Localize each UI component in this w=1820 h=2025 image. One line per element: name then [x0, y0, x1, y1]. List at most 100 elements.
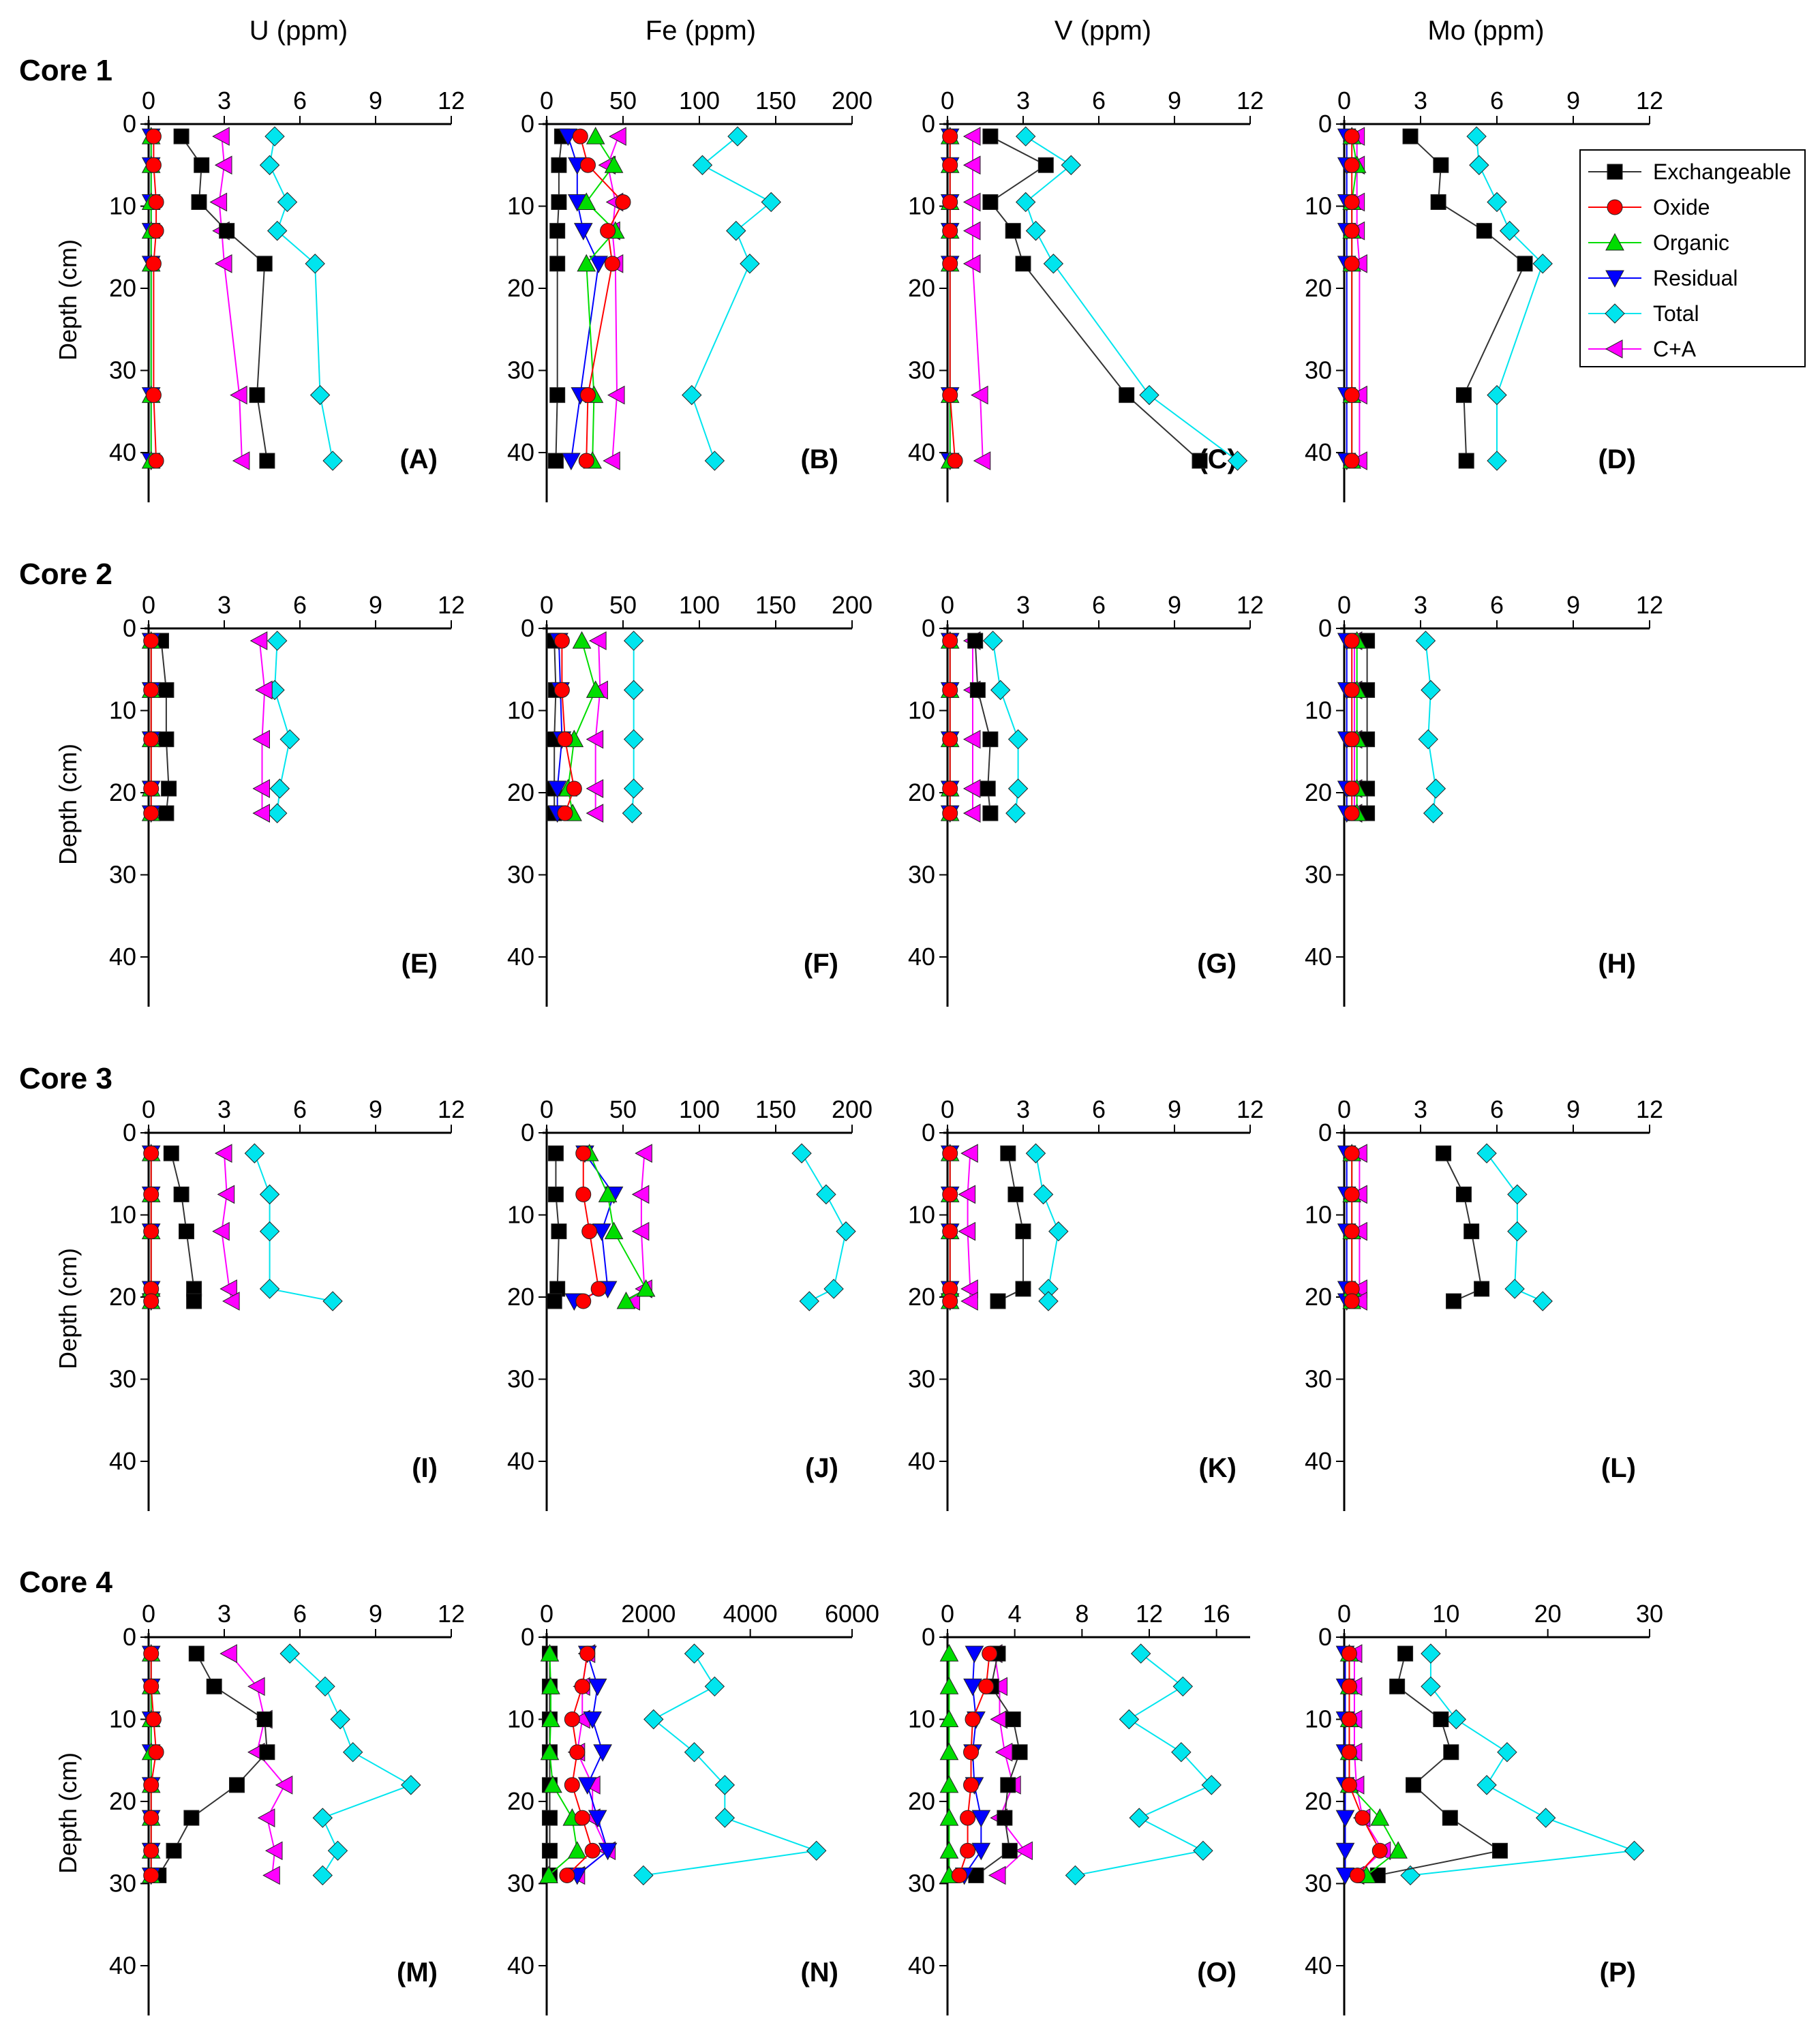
data-point-total	[791, 1143, 812, 1163]
panel-l: 0 3 6 9 12 0 10 20 30 40 (L)	[1305, 1095, 1663, 1511]
y-tick-label: 30	[109, 356, 136, 384]
data-point-total	[309, 384, 331, 406]
x-tick-label: 50	[609, 591, 637, 619]
data-point-total	[633, 1865, 654, 1886]
data-point-total	[704, 451, 725, 471]
data-point-oxide	[1344, 453, 1360, 469]
data-point-oxide	[578, 453, 594, 469]
data-point-total	[622, 803, 643, 823]
data-point-exchangeable	[173, 1186, 189, 1202]
data-point-total	[727, 126, 748, 147]
data-point-total	[623, 729, 644, 750]
x-tick-label: 9	[369, 591, 382, 619]
data-point-oxide	[143, 1867, 160, 1883]
series-organic	[539, 1644, 587, 1883]
data-point-total	[1007, 729, 1029, 750]
data-point-total	[1227, 451, 1248, 471]
series-line-oxide	[949, 136, 956, 461]
data-point-total	[1415, 630, 1436, 651]
series-exchangeable	[546, 1145, 567, 1309]
data-point-organic	[541, 1677, 560, 1694]
data-point-exchangeable	[547, 1145, 564, 1161]
x-tick-label: 9	[1566, 591, 1580, 619]
core-label-1: Core 1	[19, 54, 112, 87]
series-line-ca	[218, 136, 243, 461]
x-tick-label: 6	[1092, 87, 1106, 115]
legend-box	[1579, 149, 1806, 367]
y-tick-label: 40	[908, 438, 935, 466]
data-point-ca	[960, 1292, 978, 1311]
data-point-oxide	[942, 780, 958, 797]
y-tick-label: 20	[109, 1787, 136, 1815]
panel-label: (F)	[804, 949, 838, 979]
y-tick-label: 20	[1305, 274, 1332, 302]
data-point-oxide	[145, 128, 162, 144]
data-point-residual	[588, 1678, 607, 1696]
panel-label: (K)	[1198, 1453, 1237, 1483]
data-point-exchangeable	[1442, 1810, 1458, 1826]
data-point-organic	[567, 1841, 587, 1859]
data-point-total	[1476, 1143, 1497, 1163]
data-point-ca	[252, 804, 270, 823]
data-point-exchangeable	[969, 682, 986, 698]
data-point-ca	[589, 631, 607, 650]
data-point-total	[1532, 254, 1553, 274]
data-point-ca	[586, 804, 604, 823]
data-point-ca	[214, 254, 232, 273]
y-tick-label: 20	[507, 778, 534, 806]
y-tick-label: 30	[507, 861, 534, 889]
data-point-organic	[540, 1742, 560, 1761]
x-tick-label: 0	[142, 87, 155, 115]
data-point-total	[1535, 1808, 1556, 1828]
y-tick-label: 10	[507, 697, 534, 725]
x-tick-label: 12	[1636, 1095, 1663, 1123]
x-tick-label: 50	[609, 87, 637, 115]
series-exchangeable	[967, 633, 999, 821]
y-tick-label: 0	[1318, 110, 1332, 138]
data-point-oxide	[1344, 731, 1360, 748]
data-point-oxide	[145, 1711, 162, 1727]
data-point-exchangeable	[163, 1145, 179, 1161]
series-total	[1015, 126, 1248, 471]
data-point-exchangeable	[1000, 1777, 1016, 1793]
data-point-residual	[547, 780, 567, 799]
data-point-total	[1025, 220, 1046, 241]
legend-marker-oxide	[1607, 199, 1623, 215]
series-exchangeable	[173, 128, 275, 469]
data-point-organic	[586, 680, 605, 698]
series-exchangeable	[1369, 1645, 1508, 1883]
data-point-oxide	[1371, 1842, 1388, 1859]
data-point-oxide	[564, 1711, 580, 1727]
data-point-oxide	[942, 731, 958, 748]
series-line-ca	[607, 136, 620, 461]
x-tick-label: 3	[1016, 87, 1030, 115]
y-tick-label: 0	[521, 1118, 534, 1146]
data-point-ca	[209, 192, 228, 212]
data-point-exchangeable	[1455, 1186, 1472, 1202]
series-residual	[558, 128, 608, 471]
legend-marker-organic	[1605, 232, 1624, 251]
data-point-exchangeable	[173, 128, 189, 144]
data-point-oxide	[963, 1744, 980, 1761]
data-point-ca	[962, 192, 981, 212]
y-tick-label: 0	[123, 110, 136, 138]
legend-label-organic: Organic	[1653, 230, 1729, 255]
panel-label: (L)	[1601, 1453, 1636, 1483]
series-oxide	[575, 1145, 607, 1309]
data-point-total	[1421, 1676, 1441, 1697]
data-point-ca	[586, 729, 604, 749]
panel-label: (J)	[805, 1453, 838, 1483]
data-point-total	[1487, 451, 1507, 471]
data-point-ca	[219, 1279, 237, 1298]
legend-label-residual: Residual	[1653, 266, 1738, 290]
y-tick-label: 10	[1305, 1201, 1332, 1229]
series-oxide	[1344, 1145, 1360, 1309]
data-point-exchangeable	[259, 453, 275, 469]
data-point-oxide	[579, 387, 596, 404]
x-tick-label: 150	[755, 1095, 796, 1123]
data-point-ca	[264, 1841, 283, 1861]
x-tick-label: 0	[1337, 1600, 1351, 1628]
data-point-oxide	[574, 1810, 590, 1826]
